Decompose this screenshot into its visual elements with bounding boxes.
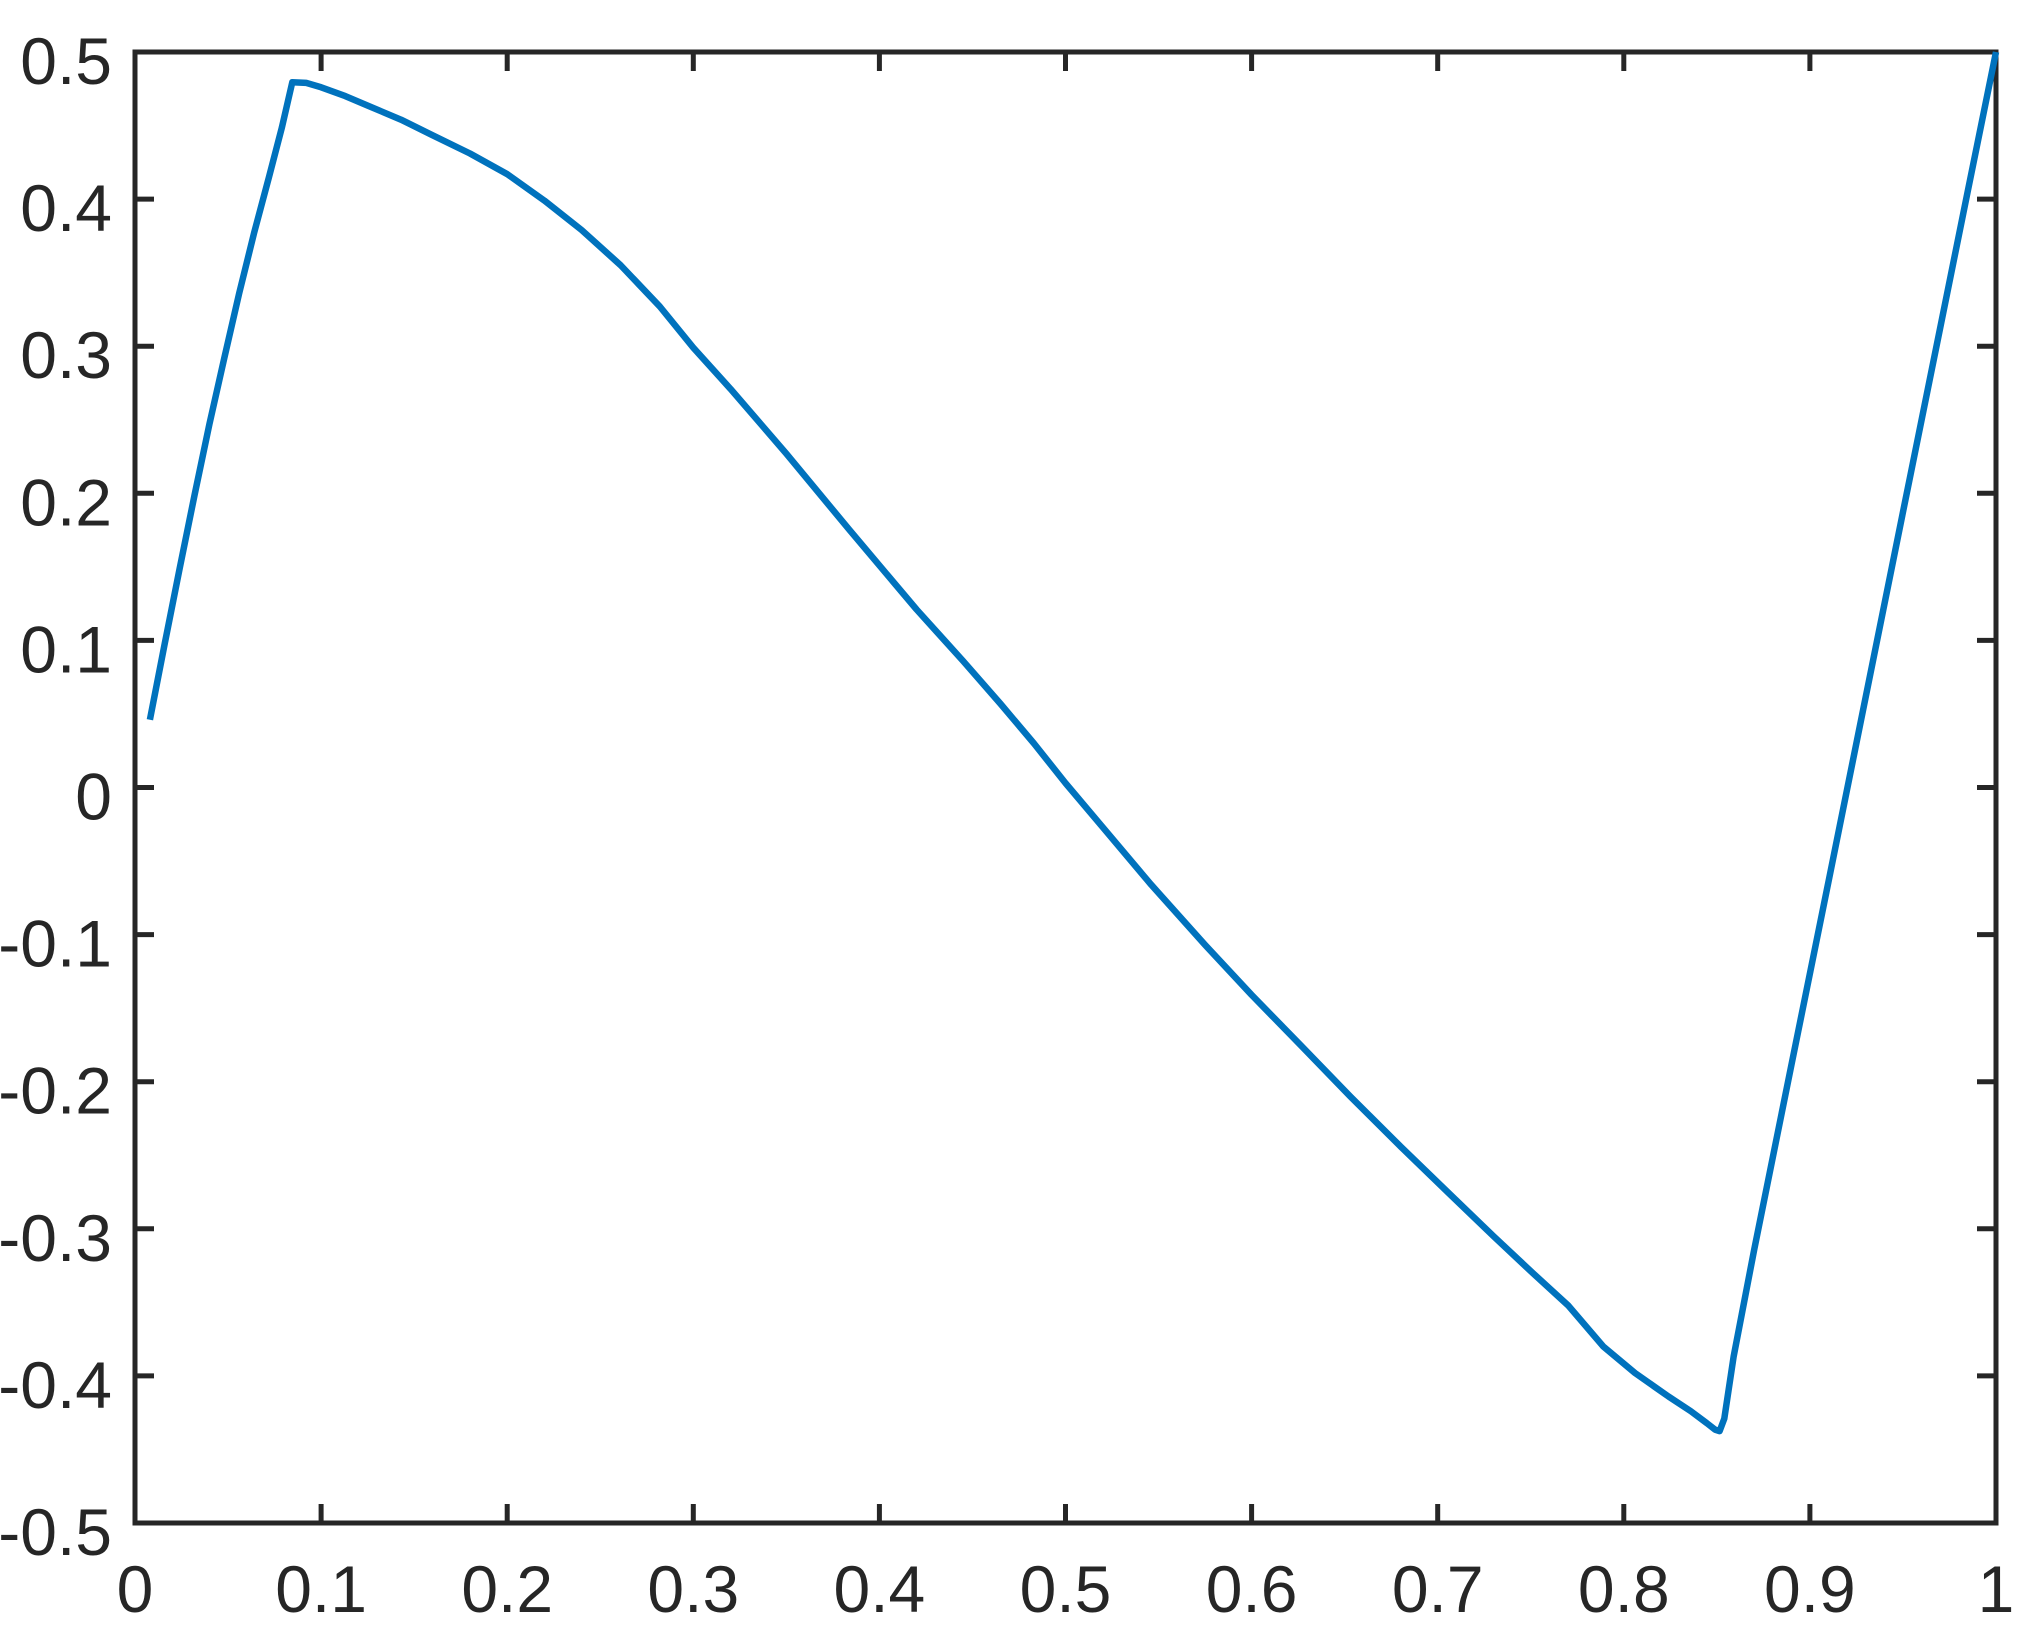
x-tick-label: 0.6 [1206, 1552, 1298, 1626]
y-tick-label: -0.1 [0, 907, 112, 981]
x-tick-label: 0.1 [275, 1552, 367, 1626]
data-line [146, 51, 2000, 1435]
x-tick-label: 0 [117, 1552, 154, 1626]
y-tick-label: -0.4 [0, 1348, 112, 1422]
x-tick-label: 0.4 [834, 1552, 926, 1626]
x-tick-label: 0.3 [647, 1552, 739, 1626]
axes-box [132, 49, 1999, 1526]
y-tick-label: 0 [75, 760, 112, 834]
y-tick-label: -0.2 [0, 1054, 112, 1128]
x-tick-label: 0.9 [1764, 1552, 1856, 1626]
x-tick-label: 0.5 [1020, 1552, 1112, 1626]
y-tick-label: -0.3 [0, 1201, 112, 1275]
y-tick-label: 0.5 [20, 24, 112, 98]
x-tick-label: 1 [1978, 1552, 2015, 1626]
x-tick-label: 0.2 [461, 1552, 553, 1626]
x-tick-label: 0.8 [1578, 1552, 1670, 1626]
x-tick-label: 0.7 [1392, 1552, 1484, 1626]
y-tick-label: 0.1 [20, 612, 112, 686]
y-tick-label: 0.3 [20, 318, 112, 392]
y-tick-label: 0.2 [20, 465, 112, 539]
y-tick-label: -0.5 [0, 1495, 112, 1569]
y-tick-label: 0.4 [20, 171, 112, 245]
